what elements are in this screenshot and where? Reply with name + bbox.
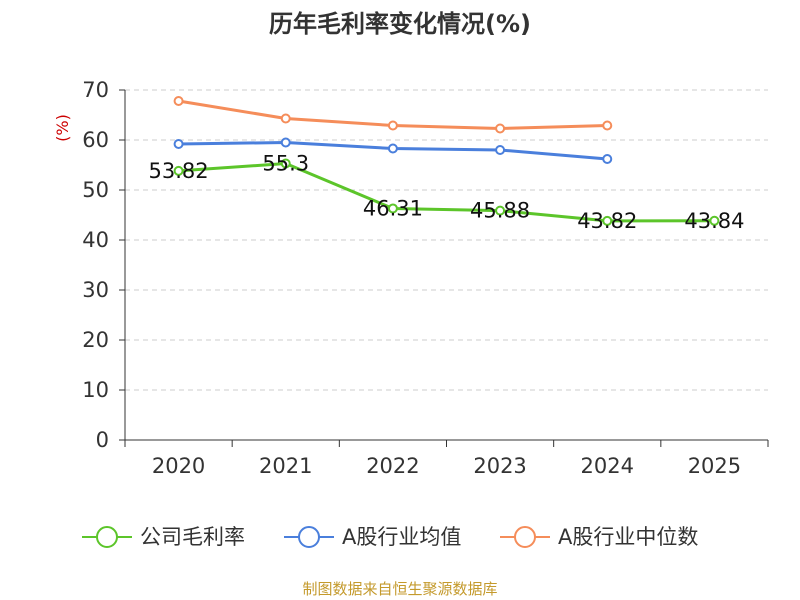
data-label-2021: 55.3	[262, 152, 309, 176]
point-1-2024	[602, 154, 613, 164]
point-0-2025	[709, 215, 720, 226]
y-tick-label-60: 60	[82, 128, 109, 152]
point-2-2022	[387, 120, 398, 131]
y-tick-label-10: 10	[82, 378, 109, 402]
point-0-2023	[495, 205, 506, 216]
y-tick-label-20: 20	[82, 328, 109, 352]
point-0-2022	[387, 203, 398, 214]
y-axis-label: (%)	[53, 114, 72, 142]
data-label-2020: 53.82	[149, 159, 209, 183]
series-0	[173, 158, 720, 226]
point-2-2020	[173, 96, 184, 106]
legend-label-2: A股行业中位数	[558, 525, 698, 549]
point-0-2024	[602, 215, 613, 226]
y-tick-label-30: 30	[82, 278, 109, 302]
y-tick-label-50: 50	[82, 178, 109, 202]
legend-label-0: 公司毛利率	[140, 525, 245, 549]
data-label-2022: 46.31	[363, 196, 423, 220]
grid	[125, 89, 768, 391]
y-tick-label-0: 0	[96, 428, 109, 452]
data-label-2025: 43.84	[684, 209, 744, 233]
x-tick-label-2021: 2021	[259, 454, 312, 478]
point-2-2021	[280, 113, 291, 124]
x-tick-label-2022: 2022	[366, 454, 419, 478]
x-tick-label-2024: 2024	[581, 454, 634, 478]
point-1-2022	[387, 143, 398, 154]
data-labels: 53.82 55.3 46.31 45.88 43.82 43.84	[149, 152, 745, 233]
series-2	[173, 96, 613, 134]
point-2-2023	[495, 123, 506, 134]
x-tick-label-2020: 2020	[152, 454, 205, 478]
point-2-2024	[602, 120, 613, 131]
y-tick-label-40: 40	[82, 228, 109, 252]
series	[173, 96, 720, 226]
legend: 公司毛利率 A股行业均值 A股行业中位数	[82, 525, 698, 549]
axes: 0 10 20 30 40 50 60 70 2020 2021 2022 2023 2024 2025	[82, 78, 769, 478]
x-tick-label-2025: 2025	[688, 454, 741, 478]
data-label-2023: 45.88	[470, 199, 530, 223]
point-0-2021	[280, 158, 291, 169]
point-1-2023	[495, 145, 506, 155]
data-label-2024: 43.82	[577, 209, 637, 233]
point-0-2020	[173, 165, 184, 176]
legend-item-1: A股行业均值	[284, 525, 461, 549]
y-tick-label-70: 70	[82, 78, 109, 102]
legend-item-0: 公司毛利率	[82, 525, 245, 549]
point-1-2021	[280, 137, 291, 148]
legend-marker-2	[514, 526, 536, 548]
point-1-2020	[173, 139, 184, 149]
x-tick-label-2023: 2023	[473, 454, 526, 478]
series-line-0	[178, 162, 715, 223]
legend-item-2: A股行业中位数	[500, 525, 698, 549]
series-1	[173, 137, 613, 164]
legend-marker-0	[96, 526, 118, 548]
legend-marker-1	[298, 526, 320, 548]
legend-label-1: A股行业均值	[342, 525, 461, 549]
source-note: 制图数据来自恒生聚源数据库	[302, 580, 497, 598]
chart-title: 历年毛利率变化情况(%)	[269, 10, 531, 38]
